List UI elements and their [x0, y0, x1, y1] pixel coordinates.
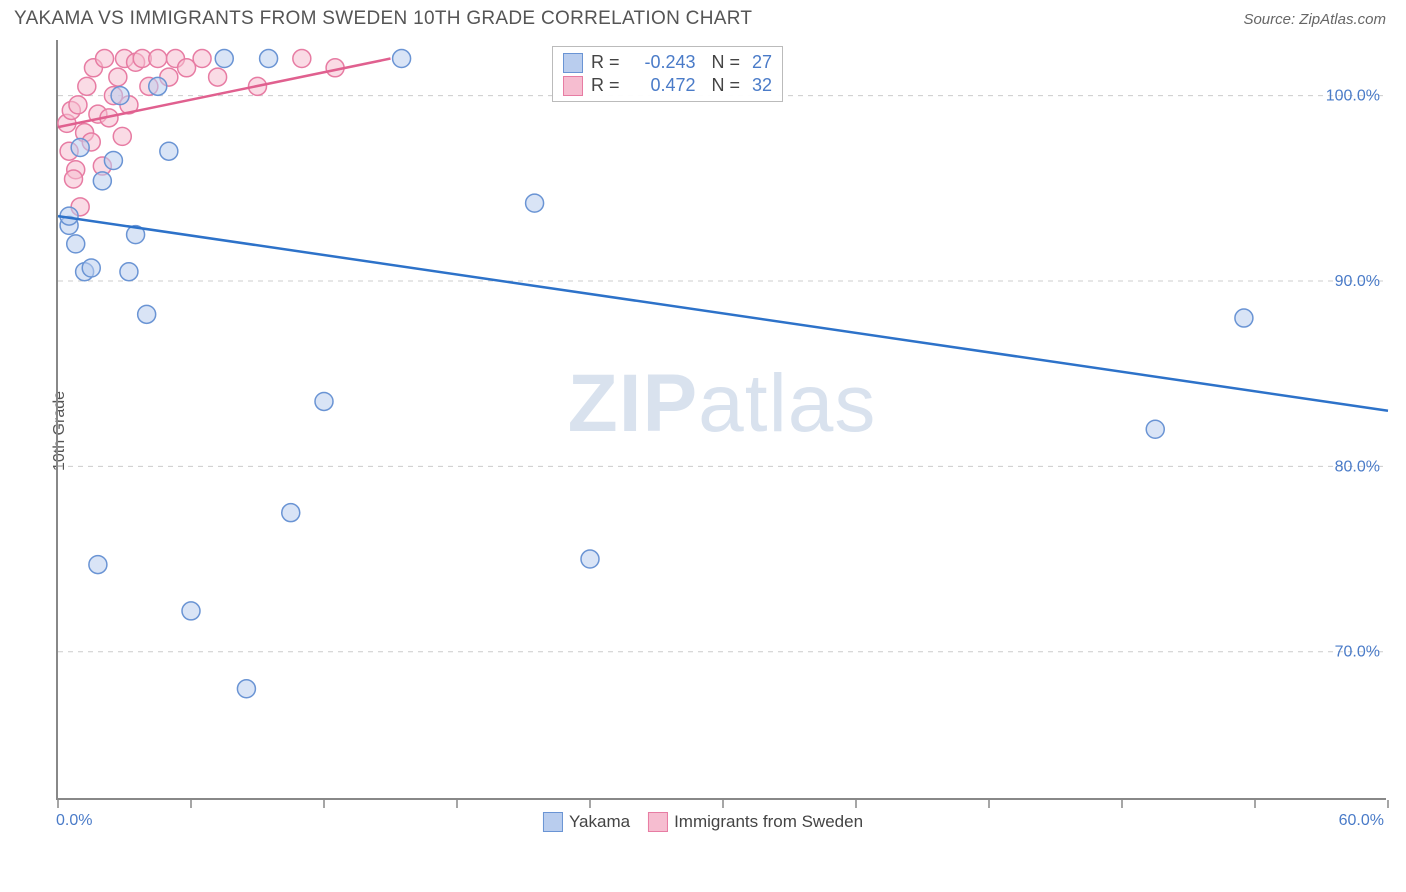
scatter-svg: 70.0% 80.0% 90.0% 100.0%: [58, 40, 1386, 798]
legend-swatch: [543, 812, 563, 832]
scatter-point: [138, 305, 156, 323]
r-label: R =: [591, 75, 620, 96]
legend-label: Yakama: [569, 812, 630, 832]
n-value: 32: [752, 75, 772, 96]
chart-header: YAKAMA VS IMMIGRANTS FROM SWEDEN 10TH GR…: [0, 0, 1406, 36]
scatter-point: [293, 50, 311, 68]
trend-line: [58, 216, 1388, 411]
svg-text:100.0%: 100.0%: [1326, 88, 1380, 105]
scatter-point: [237, 680, 255, 698]
legend-item: Immigrants from Sweden: [648, 812, 863, 832]
scatter-point: [93, 172, 111, 190]
scatter-point: [89, 556, 107, 574]
scatter-point: [96, 50, 114, 68]
chart-container: 10th Grade ZIPatlas 70.0%80.0%90.0%100.0…: [14, 36, 1392, 826]
scatter-point: [104, 151, 122, 169]
scatter-point: [69, 96, 87, 114]
source-label: Source: ZipAtlas.com: [1243, 11, 1386, 28]
chart-title: YAKAMA VS IMMIGRANTS FROM SWEDEN 10TH GR…: [14, 8, 752, 30]
scatter-point: [65, 170, 83, 188]
x-tick-first: 0.0%: [56, 812, 92, 830]
x-tick-last: 60.0%: [1339, 812, 1384, 830]
scatter-point: [71, 139, 89, 157]
legend-label: Immigrants from Sweden: [674, 812, 863, 832]
scatter-point: [113, 127, 131, 145]
scatter-point: [581, 550, 599, 568]
series-swatch: [563, 76, 583, 96]
svg-text:70.0%: 70.0%: [1335, 644, 1380, 661]
scatter-point: [82, 259, 100, 277]
scatter-point: [120, 263, 138, 281]
legend-swatch: [648, 812, 668, 832]
scatter-point: [182, 602, 200, 620]
scatter-point: [160, 142, 178, 160]
scatter-point: [215, 50, 233, 68]
scatter-point: [209, 68, 227, 86]
r-value: -0.243: [628, 52, 696, 73]
n-label: N =: [712, 75, 741, 96]
scatter-point: [526, 194, 544, 212]
scatter-point: [1235, 309, 1253, 327]
scatter-point: [78, 77, 96, 95]
r-label: R =: [591, 52, 620, 73]
n-label: N =: [712, 52, 741, 73]
stats-row: R = 0.472 N = 32: [563, 74, 772, 97]
legend-item: Yakama: [543, 812, 630, 832]
scatter-point: [393, 50, 411, 68]
scatter-point: [1146, 420, 1164, 438]
scatter-point: [67, 235, 85, 253]
plot-area: ZIPatlas 70.0%80.0%90.0%100.0% R =-0.243…: [56, 40, 1386, 800]
scatter-point: [315, 392, 333, 410]
r-value: 0.472: [628, 75, 696, 96]
scatter-point: [111, 87, 129, 105]
svg-text:90.0%: 90.0%: [1335, 273, 1380, 290]
scatter-point: [282, 504, 300, 522]
svg-text:80.0%: 80.0%: [1335, 458, 1380, 475]
correlation-stats-box: R = -0.243 N = 27 R = 0.472 N = 32: [552, 46, 783, 102]
legend: Yakama Immigrants from Sweden: [543, 812, 863, 832]
scatter-point: [149, 50, 167, 68]
scatter-point: [149, 77, 167, 95]
n-value: 27: [752, 52, 772, 73]
scatter-point: [260, 50, 278, 68]
scatter-point: [193, 50, 211, 68]
series-swatch: [563, 53, 583, 73]
scatter-point: [109, 68, 127, 86]
stats-row: R = -0.243 N = 27: [563, 51, 772, 74]
